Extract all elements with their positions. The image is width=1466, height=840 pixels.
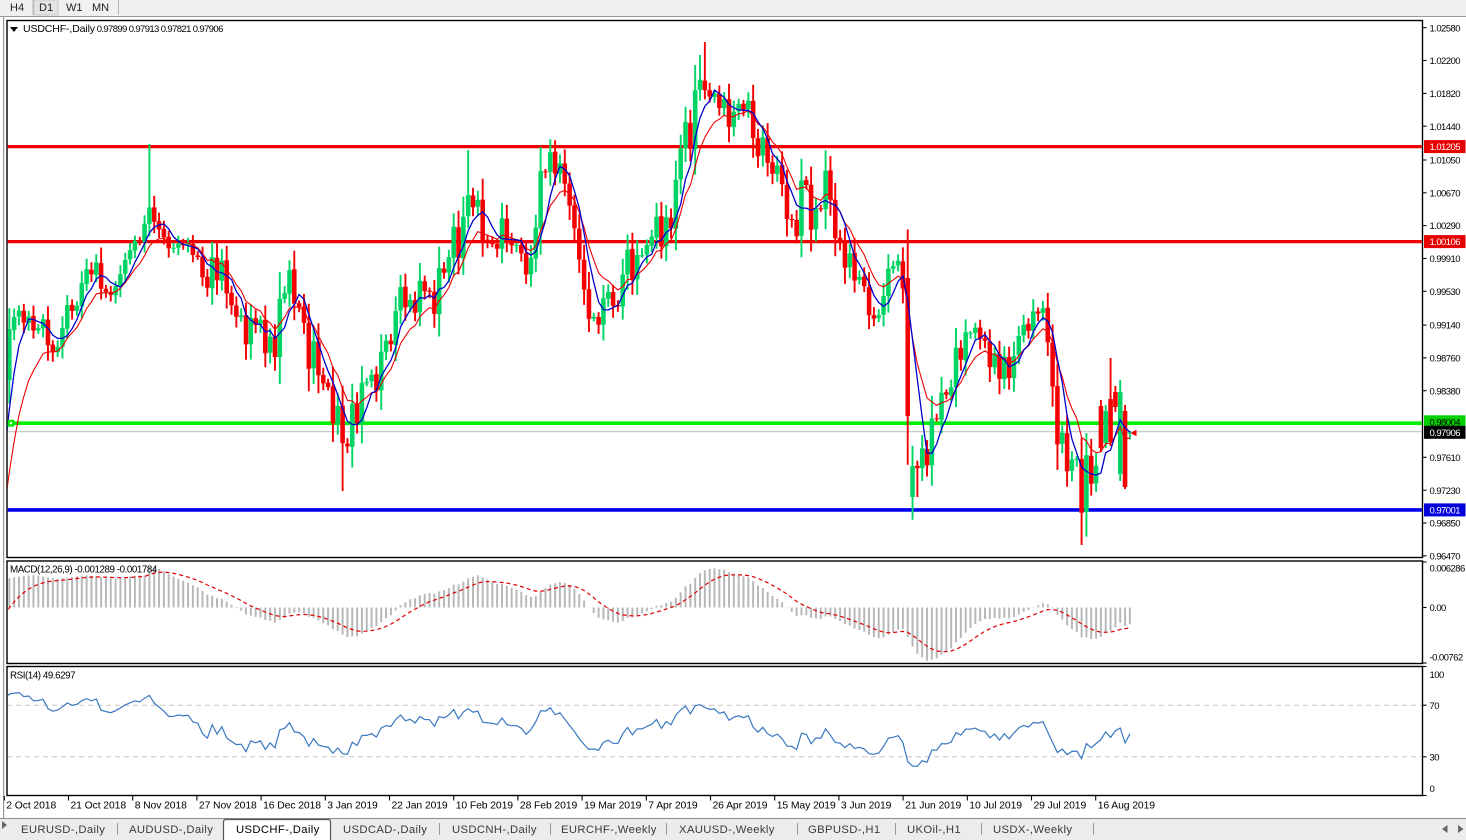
- svg-text:D1: D1: [39, 2, 53, 14]
- svg-text:21 Oct 2018: 21 Oct 2018: [71, 801, 127, 812]
- svg-text:2 Oct 2018: 2 Oct 2018: [6, 801, 56, 812]
- svg-text:UKOil-,H1: UKOil-,H1: [907, 824, 961, 836]
- svg-text:MN: MN: [92, 2, 109, 14]
- svg-text:3 Jun 2019: 3 Jun 2019: [841, 801, 892, 812]
- svg-text:USDCAD-,Daily: USDCAD-,Daily: [343, 824, 427, 836]
- svg-text:29 Jul 2019: 29 Jul 2019: [1034, 801, 1087, 812]
- svg-text:7 Apr 2019: 7 Apr 2019: [648, 801, 698, 812]
- svg-text:16 Dec 2018: 16 Dec 2018: [263, 801, 321, 812]
- svg-text:21 Jun 2019: 21 Jun 2019: [905, 801, 961, 812]
- svg-text:0.99910: 0.99910: [1430, 254, 1461, 265]
- svg-text:1.01205: 1.01205: [1430, 142, 1461, 153]
- svg-text:0.97001: 0.97001: [1430, 506, 1461, 517]
- svg-text:27 Nov 2018: 27 Nov 2018: [199, 801, 257, 812]
- svg-text:GBPUSD-,H1: GBPUSD-,H1: [808, 824, 881, 836]
- svg-text:0.96850: 0.96850: [1430, 519, 1461, 530]
- svg-text:100: 100: [1430, 670, 1444, 681]
- svg-text:16 Aug 2019: 16 Aug 2019: [1098, 801, 1156, 812]
- svg-text:1.00670: 1.00670: [1430, 188, 1461, 199]
- svg-text:10 Jul 2019: 10 Jul 2019: [969, 801, 1022, 812]
- svg-text:1.01440: 1.01440: [1430, 122, 1461, 133]
- svg-text:0.006286: 0.006286: [1430, 564, 1465, 575]
- svg-text:USDCHF-,Daily: USDCHF-,Daily: [236, 824, 320, 836]
- svg-text:EURUSD-,Daily: EURUSD-,Daily: [21, 824, 105, 836]
- svg-text:-0.00762: -0.00762: [1430, 653, 1463, 664]
- svg-text:1.01820: 1.01820: [1430, 89, 1461, 100]
- svg-text:1.02200: 1.02200: [1430, 56, 1461, 67]
- svg-text:1.00290: 1.00290: [1430, 221, 1461, 232]
- svg-text:H4: H4: [10, 2, 24, 14]
- svg-text:0.98760: 0.98760: [1430, 354, 1461, 365]
- svg-text:19 Mar 2019: 19 Mar 2019: [584, 801, 642, 812]
- svg-text:22 Jan 2019: 22 Jan 2019: [392, 801, 448, 812]
- svg-text:RSI(14) 49.6297: RSI(14) 49.6297: [10, 671, 75, 682]
- svg-text:1.00106: 1.00106: [1430, 237, 1461, 248]
- svg-text:0.99530: 0.99530: [1430, 287, 1461, 298]
- svg-text:0.98004: 0.98004: [1430, 417, 1461, 428]
- svg-text:30: 30: [1430, 752, 1440, 763]
- svg-text:0.97610: 0.97610: [1430, 453, 1461, 464]
- svg-text:1.01050: 1.01050: [1430, 156, 1461, 167]
- svg-text:USDX-,Weekly: USDX-,Weekly: [993, 824, 1072, 836]
- svg-text:0.98380: 0.98380: [1430, 386, 1461, 397]
- svg-text:0.96470: 0.96470: [1430, 551, 1461, 562]
- svg-text:15 May 2019: 15 May 2019: [777, 801, 836, 812]
- svg-text:0.97230: 0.97230: [1430, 486, 1461, 497]
- svg-text:70: 70: [1430, 701, 1440, 712]
- svg-text:8 Nov 2018: 8 Nov 2018: [135, 801, 187, 812]
- svg-text:0.97899 0.97913 0.97821 0.9790: 0.97899 0.97913 0.97821 0.97906: [97, 24, 223, 35]
- svg-text:26 Apr 2019: 26 Apr 2019: [713, 801, 768, 812]
- svg-text:0.97906: 0.97906: [1430, 428, 1461, 439]
- svg-text:USDCHF-,Daily: USDCHF-,Daily: [23, 23, 96, 35]
- svg-text:AUDUSD-,Daily: AUDUSD-,Daily: [129, 824, 213, 836]
- svg-text:3 Jan 2019: 3 Jan 2019: [327, 801, 378, 812]
- svg-text:USDCNH-,Daily: USDCNH-,Daily: [452, 824, 537, 836]
- svg-text:MACD(12,26,9) -0.001289 -0.001: MACD(12,26,9) -0.001289 -0.001784: [10, 565, 158, 576]
- svg-text:0.99140: 0.99140: [1430, 321, 1461, 332]
- svg-text:0: 0: [1430, 784, 1435, 795]
- svg-text:28 Feb 2019: 28 Feb 2019: [520, 801, 578, 812]
- svg-text:10 Feb 2019: 10 Feb 2019: [456, 801, 514, 812]
- svg-text:XAUUSD-,Weekly: XAUUSD-,Weekly: [679, 824, 775, 836]
- svg-text:W1: W1: [66, 2, 83, 14]
- svg-text:0.00: 0.00: [1430, 603, 1447, 614]
- svg-text:1.02580: 1.02580: [1430, 23, 1461, 34]
- svg-text:EURCHF-,Weekly: EURCHF-,Weekly: [561, 824, 657, 836]
